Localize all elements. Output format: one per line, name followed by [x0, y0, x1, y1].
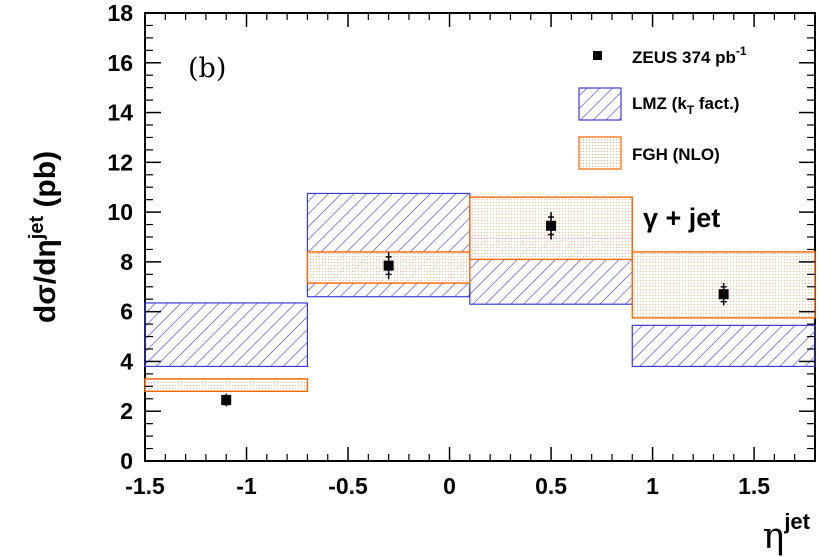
x-axis-title-sup: jet: [783, 509, 810, 534]
x-axis-title: ηjet: [763, 509, 811, 557]
data-points: [221, 212, 729, 407]
y-axis-title: dσ/dηjet (pb): [26, 151, 62, 323]
data-point-0: [221, 395, 232, 406]
legend-zeus-sup: -1: [736, 44, 747, 58]
panel-label: (b): [188, 53, 226, 84]
y-tick-label-0: 0: [120, 448, 133, 474]
legend-swatch-lmz: [578, 87, 622, 121]
x-tick-label-1: -1: [236, 473, 257, 499]
annotation: γ + jet: [643, 203, 720, 233]
axis-ticks: 0 2 4 6 8 10 12 14 16 18 -1.5 -1 -0.5 0 0.5 1 1.5: [107, 0, 816, 499]
data-point-2: [546, 220, 557, 231]
y-axis-title-post: (pb): [29, 151, 62, 216]
x-tick-label-5: 1: [646, 473, 659, 499]
lmz-band-0: [144, 302, 309, 368]
y-tick-label-7: 14: [107, 100, 133, 126]
y-tick-label-2: 4: [120, 348, 133, 374]
legend-marker-zeus: [593, 51, 602, 60]
x-tick-label-2: -0.5: [328, 473, 368, 499]
x-tick-label-4: 0.5: [535, 473, 567, 499]
x-tick-label-6: 1.5: [738, 473, 770, 499]
y-tick-label-8: 16: [107, 50, 133, 76]
legend-lmz-label: LMZ (k: [632, 94, 687, 113]
legend-entry-fgh: FGH (NLO): [632, 145, 720, 164]
y-tick-label-5: 10: [107, 199, 133, 225]
fgh-band-0: [144, 378, 309, 393]
legend-fgh-label: FGH (NLO): [632, 145, 720, 164]
legend-lmz-post: fact.): [694, 94, 739, 113]
y-tick-label-3: 6: [120, 299, 133, 325]
y-axis-title-sup: jet: [26, 216, 48, 241]
legend: ZEUS 374 pb-1 LMZ (kT fact.) FGH (NLO): [578, 44, 747, 170]
y-axis-title-pre: dσ/dη: [29, 239, 62, 323]
legend-zeus-label: ZEUS 374 pb: [632, 48, 736, 67]
y-tick-label-1: 2: [120, 398, 133, 424]
y-tick-label-9: 18: [107, 0, 133, 26]
y-tick-label-4: 8: [120, 249, 133, 275]
y-tick-label-6: 12: [107, 149, 133, 175]
x-tick-label-3: 0: [443, 473, 456, 499]
legend-entry-zeus: ZEUS 374 pb-1: [632, 44, 747, 67]
legend-lmz-sub: T: [687, 103, 695, 117]
legend-swatch-fgh: [578, 136, 622, 170]
x-tick-label-0: -1.5: [125, 473, 165, 499]
fgh-band-3: [631, 251, 816, 319]
data-point-3: [718, 289, 729, 300]
annotation-text: γ + jet: [643, 203, 720, 233]
x-axis-title-base: η: [763, 516, 785, 557]
lmz-band-3: [631, 324, 816, 368]
legend-entry-lmz: LMZ (kT fact.): [632, 94, 739, 117]
data-point-1: [383, 260, 394, 271]
